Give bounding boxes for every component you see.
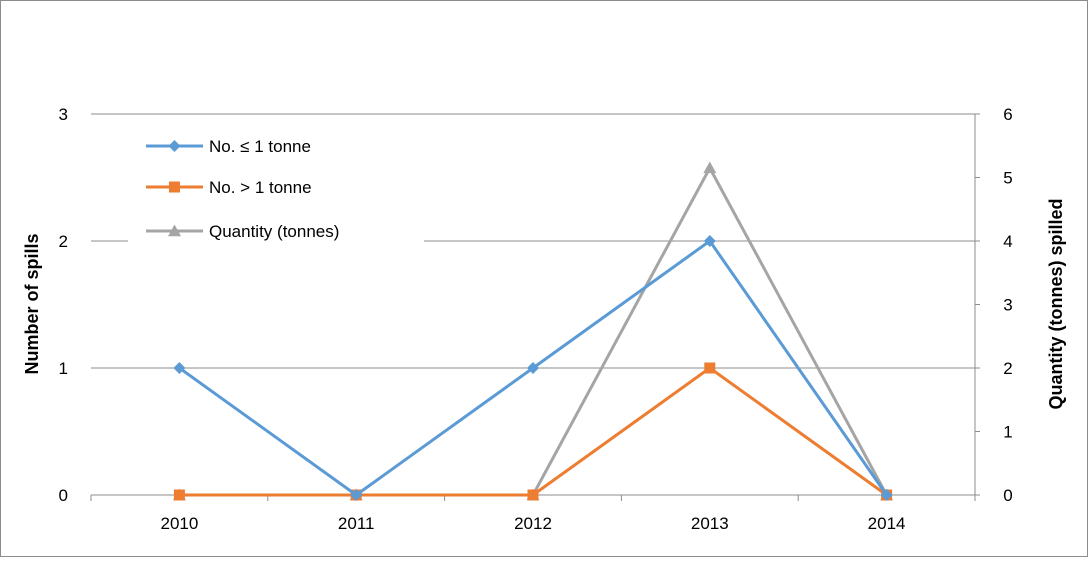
- y2-tick-label: 4: [1003, 232, 1012, 251]
- y2-tick-label: 3: [1003, 296, 1012, 315]
- x-tick-label: 2010: [160, 514, 198, 533]
- data-point: [703, 235, 716, 247]
- y-tick-label: 1: [59, 359, 68, 378]
- x-tick-label: 2013: [691, 514, 729, 533]
- y2-tick-label: 0: [1003, 486, 1012, 505]
- y-tick-label: 2: [59, 232, 68, 251]
- y2-tick-label: 2: [1003, 359, 1012, 378]
- x-tick-label: 2014: [868, 514, 906, 533]
- legend: No. ≤ 1 tonne No. > 1 tonne Quantity (tonn…: [128, 130, 424, 247]
- y2-tick-label: 1: [1003, 423, 1012, 442]
- y2-tick-label: 6: [1003, 105, 1012, 124]
- y-tick-label: 0: [59, 486, 68, 505]
- data-point: [173, 362, 186, 374]
- y2-axis-label: Quantity (tonnes) spilled: [1046, 198, 1066, 409]
- y-axis-label: Number of spills: [22, 233, 42, 374]
- series: [172, 161, 894, 501]
- series-1: [173, 235, 893, 501]
- legend-label: No. > 1 tonne: [209, 178, 312, 197]
- legend-marker: [168, 140, 181, 152]
- data-point: [173, 489, 185, 501]
- y-tick-label: 3: [59, 105, 68, 124]
- legend-marker: [168, 224, 181, 237]
- data-point: [703, 161, 717, 174]
- data-point: [527, 489, 539, 501]
- x-tick-label: 2012: [514, 514, 552, 533]
- x-tick-label: 2011: [338, 514, 375, 533]
- data-point: [704, 362, 716, 374]
- data-point: [527, 362, 539, 374]
- legend-label: No. ≤ 1 tonne: [209, 137, 311, 156]
- legend-label: Quantity (tonnes): [209, 222, 339, 241]
- legend-marker: [169, 181, 180, 193]
- y2-tick-label: 5: [1003, 169, 1012, 188]
- data-point: [880, 489, 893, 501]
- data-point: [350, 489, 363, 501]
